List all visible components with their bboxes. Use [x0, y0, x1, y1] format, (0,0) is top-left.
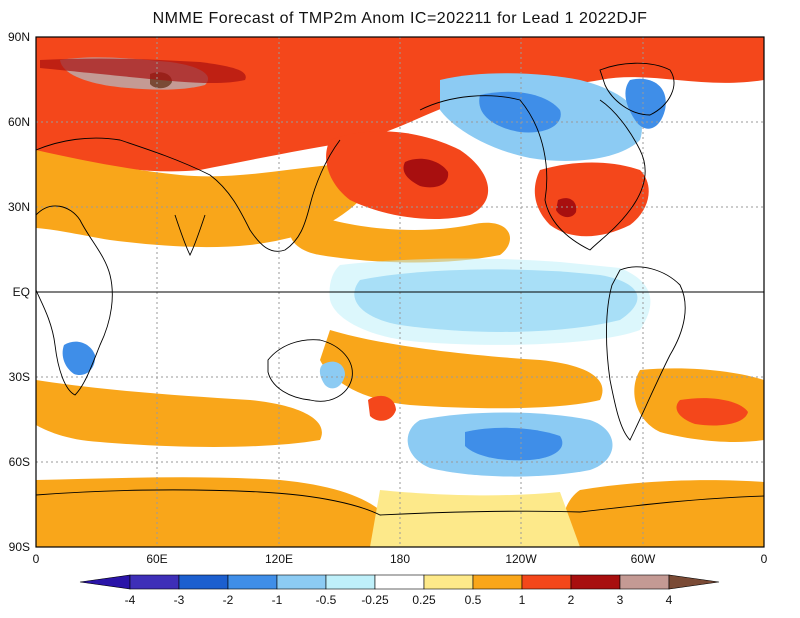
coastlines [36, 62, 764, 516]
lat-label: EQ [13, 285, 30, 299]
legend-label: 4 [666, 593, 673, 607]
legend-label: -2 [223, 593, 234, 607]
coast-africa [36, 205, 113, 396]
legend-label: -4 [125, 593, 136, 607]
legend-bin [472, 574, 523, 590]
field-greenland-cold [625, 78, 666, 129]
lon-label: 60E [146, 552, 167, 566]
lat-axis: 90N 60N 30N EQ 30S 60S 90S [8, 30, 30, 554]
legend-arrow-right [668, 574, 720, 590]
legend-bin [423, 574, 474, 590]
legend-bin [129, 574, 180, 590]
field-tropical-pacific-cold-light [329, 258, 651, 345]
field-canada-cold-core [479, 91, 561, 133]
legend-bin [619, 574, 670, 590]
legend-bin [178, 574, 229, 590]
field-north-pacific-darkred [403, 158, 449, 188]
legend-label: 0.25 [412, 593, 436, 607]
map-frame [35, 36, 765, 548]
legend-label: -3 [174, 593, 185, 607]
legend-label: 0.5 [465, 593, 482, 607]
lat-label: 60S [9, 455, 30, 469]
legend-arrow-left [79, 574, 131, 590]
page-title: NMME Forecast of TMP2m Anom IC=202211 fo… [152, 10, 648, 27]
legend-bin [374, 574, 425, 590]
lon-axis: 0 60E 120E 180 120W 60W 0 [33, 552, 768, 566]
field-australia-cold [319, 361, 345, 389]
legend-label: -1 [272, 593, 283, 607]
coast-greenland [599, 62, 675, 116]
field-pacific-orange-ring [289, 210, 510, 263]
legend-bin [276, 574, 327, 590]
coast-south-america [606, 266, 686, 441]
coast-india [174, 214, 206, 257]
lat-label: 30S [9, 370, 30, 384]
legend-bin [570, 574, 621, 590]
lon-label: 0 [33, 552, 40, 566]
lon-label: 120E [265, 552, 293, 566]
legend-label: 1 [519, 593, 526, 607]
field-nz-red [368, 395, 396, 421]
lon-label: 60W [631, 552, 656, 566]
legend-label: -0.5 [316, 593, 337, 607]
lat-label: 90S [9, 540, 30, 554]
lon-label: 180 [390, 552, 410, 566]
lat-label: 60N [8, 115, 30, 129]
lat-label: 90N [8, 30, 30, 44]
field-south-africa-cold [62, 341, 96, 376]
field-south-indian-red [676, 398, 748, 426]
coast-australia [267, 339, 353, 402]
coast-antarctica [36, 489, 764, 516]
legend-label: 3 [617, 593, 624, 607]
legend-bin [521, 574, 572, 590]
legend-bin [227, 574, 278, 590]
field-south-atlantic-orange [36, 380, 322, 447]
legend-label: -0.25 [361, 593, 389, 607]
field-antarctica-orange-east [560, 480, 764, 547]
coast-europe-asia [36, 137, 341, 252]
field-antarctica-yellow [370, 490, 580, 547]
field-south-pacific-orange [320, 330, 603, 409]
lon-label: 120W [505, 552, 537, 566]
color-legend: -4 -3 -2 -1 -0.5 -0.25 0.25 0.5 1 2 3 4 [79, 574, 720, 607]
coast-north-america [419, 95, 646, 251]
anomaly-fields [36, 37, 764, 547]
field-southern-ocean-cold-core [465, 427, 563, 461]
legend-label: 2 [568, 593, 575, 607]
lon-label: 0 [761, 552, 768, 566]
field-europe-darkred [40, 58, 246, 84]
lat-label: 30N [8, 200, 30, 214]
legend-bin [325, 574, 376, 590]
field-us-darkred [556, 198, 577, 218]
field-us-warm [534, 162, 649, 237]
